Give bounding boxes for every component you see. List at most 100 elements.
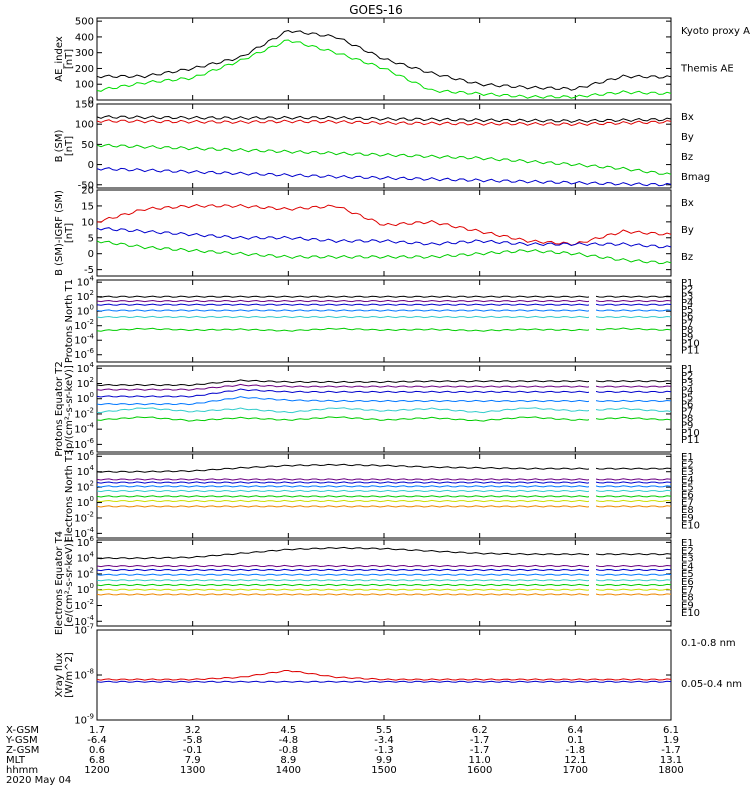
y-tick-label: 50 (81, 140, 94, 151)
legend-item: E5 (681, 482, 694, 493)
x-axis-value: 1700 (563, 765, 588, 776)
y-tick-label: 20 (81, 186, 94, 197)
legend-item: E8 (681, 593, 694, 604)
y-tick-exponent: -9 (87, 713, 94, 721)
y-tick-label: 104 (77, 551, 95, 565)
legend-item: P4 (681, 385, 693, 396)
series-line-P1 (96, 379, 672, 387)
y-tick-exponent: -4 (87, 526, 95, 534)
y-tick-label: 10 (81, 217, 94, 228)
x-axis-value: 6.8 (89, 755, 105, 766)
legend-item: By (681, 132, 694, 143)
panel-3: 20 15 10 5 0 -5 B (SM)-IGRF (SM) [nT] Bx By Bz (54, 186, 694, 277)
y-tick-exponent: -6 (87, 347, 95, 355)
x-axis-value: 1600 (467, 765, 492, 776)
x-axis-value: -1.3 (374, 745, 394, 756)
x-axis-row-label: X-GSM (6, 725, 39, 736)
legend-item: P9 (681, 332, 693, 343)
x-axis-row-label: Z-GSM (6, 745, 39, 756)
y-tick-exponent: 0 (90, 304, 94, 312)
y-axis-label: Electrons North T3 (64, 449, 75, 542)
y-tick-label: 102 (77, 480, 94, 494)
y-tick-exponent: -7 (87, 623, 94, 631)
y-tick-label: 100 (77, 304, 94, 318)
series-line-P5 (96, 315, 672, 319)
legend-item: E6 (681, 577, 694, 588)
panel-frame (96, 279, 672, 363)
legend-item: E9 (681, 513, 694, 524)
x-axis-row-label: Y-GSM (5, 735, 38, 746)
legend-item: Kyoto proxy AE (681, 26, 750, 37)
y-axis-label: Protons North T1 (64, 279, 75, 363)
x-axis-value: -3.4 (374, 735, 394, 746)
x-axis-value: 3.2 (185, 725, 201, 736)
panel-frame (96, 365, 672, 453)
legend-item: E5 (681, 569, 694, 580)
series-line-By (96, 240, 672, 265)
legend-item: P9 (681, 421, 693, 432)
x-axis-value: -0.8 (279, 745, 299, 756)
x-axis-value: 8.9 (280, 755, 296, 766)
y-tick-label: 10-2 (74, 406, 94, 420)
y-axis-unit-label: [nT] (64, 223, 75, 243)
y-tick-label: 10-2 (74, 318, 94, 332)
legend-item: E7 (681, 585, 694, 596)
y-tick-exponent: 4 (90, 464, 95, 472)
series-line-E1 (96, 463, 672, 473)
series-line-E7 (96, 588, 672, 591)
x-axis-row-label: MLT (6, 755, 26, 766)
y-tick-exponent: 0 (90, 582, 94, 590)
y-tick-exponent: 6 (90, 535, 95, 543)
y-tick-label: 10-8 (74, 668, 94, 682)
y-tick-label: 102 (77, 376, 94, 390)
y-tick-label: 106 (77, 535, 95, 549)
y-axis-unit-label: [p/(cm²-s-sr-keV)] (64, 365, 75, 453)
y-axis-label: Xray flux (54, 653, 65, 698)
y-tick-label: 300 (75, 48, 94, 59)
x-axis-value: -1.8 (566, 745, 586, 756)
x-axis-value: 1.9 (663, 735, 679, 746)
y-tick-label: 10-4 (74, 333, 94, 347)
y-tick-exponent: -4 (87, 333, 95, 341)
y-tick-exponent: -2 (87, 510, 94, 518)
series-line-P6 (96, 327, 672, 332)
y-tick-label: 106 (77, 449, 95, 463)
x-axis-value: -0.1 (183, 745, 203, 756)
y-axis-unit-label: [nT] (64, 136, 75, 156)
y-tick-label: 10-2 (74, 510, 94, 524)
legend-item: Bx (681, 112, 694, 123)
x-axis-value: 7.9 (185, 755, 201, 766)
y-tick-exponent: 0 (90, 495, 94, 503)
y-tick-exponent: -4 (87, 422, 95, 430)
legend-item: P6 (681, 312, 693, 323)
series-line-P4 (96, 309, 672, 312)
series-line-Bx (96, 167, 672, 187)
y-tick-exponent: 4 (90, 275, 95, 283)
series-line-P2 (96, 383, 672, 391)
x-axis-value: 13.1 (660, 755, 682, 766)
legend-item: Bmag (681, 172, 710, 183)
series-line-0.1-0.8-nm (96, 670, 672, 681)
y-tick-exponent: 2 (90, 376, 94, 384)
x-axis-value: -1.7 (470, 745, 490, 756)
series-line-Bmag (96, 115, 672, 123)
y-tick-exponent: -6 (87, 437, 95, 445)
y-tick-exponent: -2 (87, 598, 94, 606)
panel-2: 150 100 50 0 -50 B (SM) [nT] Bx By Bz Bmag (54, 100, 710, 192)
series-line-E1 (96, 546, 672, 560)
y-tick-label: 10-7 (74, 623, 94, 637)
x-axis-value: -1.7 (470, 735, 490, 746)
y-axis-label: B (SM)-IGRF (SM) (54, 190, 65, 276)
legend-item: E2 (681, 546, 694, 557)
data-gap (589, 281, 596, 361)
series-line-E4 (96, 573, 672, 576)
y-tick-exponent: -4 (87, 614, 95, 622)
legend-item: E8 (681, 505, 694, 516)
x-axis-value: 6.2 (472, 725, 488, 736)
series-line-E6 (96, 583, 672, 587)
legend-item: Themis AE (680, 63, 734, 74)
legend-item: Bx (681, 198, 694, 209)
